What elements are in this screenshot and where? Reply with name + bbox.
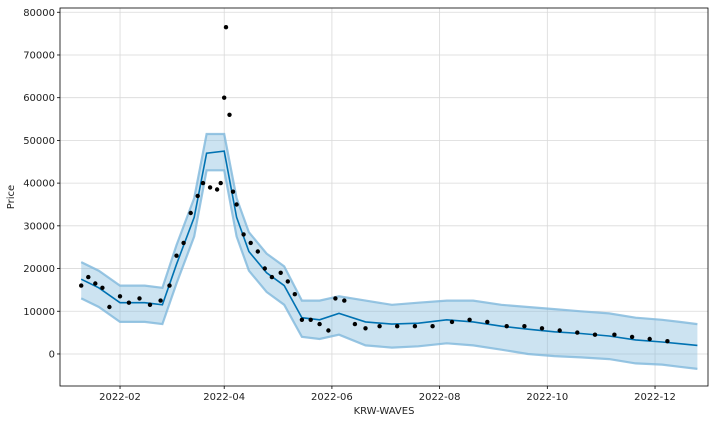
- observed-point: [158, 298, 163, 303]
- uncertainty-band-layer: [80, 132, 698, 370]
- observed-point: [79, 283, 84, 288]
- y-tick-label: 10000: [23, 307, 55, 318]
- x-tick-label: 2022-04: [203, 392, 245, 403]
- forecast-line-layer: [80, 150, 698, 347]
- observed-point: [230, 189, 236, 194]
- observed-point: [174, 253, 179, 258]
- observed-point: [200, 180, 206, 186]
- observed-point: [223, 25, 229, 30]
- observed-point: [195, 193, 200, 199]
- observed-point: [222, 95, 227, 100]
- upper-bound-line: [80, 132, 698, 326]
- observed-point: [363, 326, 368, 331]
- observed-point: [188, 210, 193, 216]
- observed-point: [430, 324, 435, 329]
- lower-bound-line: [80, 169, 698, 370]
- x-tick-labels: 2022-02 2022-04 2022-06 2022-08 2022-10 2022-…: [99, 386, 676, 403]
- observed-point: [227, 112, 232, 118]
- observed-point: [326, 328, 331, 333]
- observed-point: [214, 187, 220, 192]
- observed-point: [592, 332, 598, 337]
- observed-point: [504, 324, 509, 329]
- observed-point: [412, 324, 418, 329]
- x-tick-label: 2022-02: [99, 392, 141, 403]
- observed-point: [292, 292, 297, 297]
- y-tick-label: 60000: [23, 93, 55, 104]
- observed-point: [629, 334, 635, 340]
- observed-point: [395, 324, 400, 329]
- observed-point: [167, 283, 172, 288]
- x-tick-label: 2022-08: [419, 392, 461, 403]
- grid-layer: [60, 8, 708, 386]
- observed-point: [612, 332, 617, 337]
- observed-point: [467, 317, 472, 322]
- observed-points-layer: [79, 25, 670, 344]
- observed-point: [333, 296, 338, 301]
- observed-point: [485, 319, 490, 325]
- observed-point: [269, 274, 275, 280]
- forecast-line: [80, 150, 698, 347]
- x-tick-label: 2022-06: [311, 392, 353, 403]
- observed-point: [86, 274, 91, 280]
- observed-point: [117, 294, 123, 299]
- observed-point: [137, 296, 142, 301]
- observed-point: [342, 298, 347, 303]
- observed-point: [218, 180, 223, 186]
- observed-point: [285, 279, 290, 284]
- y-tick-label: 80000: [23, 8, 55, 19]
- y-tick-label: 70000: [23, 50, 55, 61]
- y-tick-label: 20000: [23, 264, 55, 275]
- observed-point: [126, 300, 132, 305]
- observed-point: [207, 185, 213, 190]
- y-tick-labels: 0 10000 20000 30000 40000 50000 60000 70000 8000…: [23, 8, 60, 360]
- observed-point: [352, 321, 358, 327]
- observed-point: [377, 324, 382, 329]
- observed-point: [262, 266, 267, 271]
- observed-point: [147, 302, 153, 307]
- x-tick-label: 2022-12: [634, 392, 676, 403]
- plot-frame: [59, 7, 709, 387]
- observed-point: [299, 317, 305, 322]
- observed-point: [317, 321, 322, 327]
- observed-point: [248, 240, 253, 246]
- observed-point: [107, 304, 112, 310]
- observed-point: [647, 336, 652, 342]
- y-tick-label: 0: [49, 349, 55, 360]
- observed-point: [308, 317, 313, 322]
- y-axis-label: Price: [6, 185, 17, 209]
- observed-point: [665, 339, 670, 344]
- observed-point: [449, 319, 455, 325]
- x-tick-label: 2022-10: [526, 392, 568, 403]
- observed-point: [557, 328, 562, 333]
- observed-point: [539, 326, 545, 331]
- observed-point: [234, 202, 239, 207]
- observed-point: [522, 324, 527, 329]
- observed-point: [278, 270, 283, 275]
- observed-point: [241, 232, 246, 237]
- y-tick-label: 40000: [23, 179, 55, 190]
- x-axis-label: KRW-WAVES: [354, 406, 415, 417]
- observed-point: [93, 281, 98, 286]
- y-tick-label: 50000: [23, 136, 55, 147]
- observed-point: [255, 249, 260, 254]
- observed-point: [575, 330, 580, 335]
- observed-point: [181, 240, 186, 246]
- y-tick-label: 30000: [23, 221, 55, 232]
- observed-point: [100, 285, 105, 290]
